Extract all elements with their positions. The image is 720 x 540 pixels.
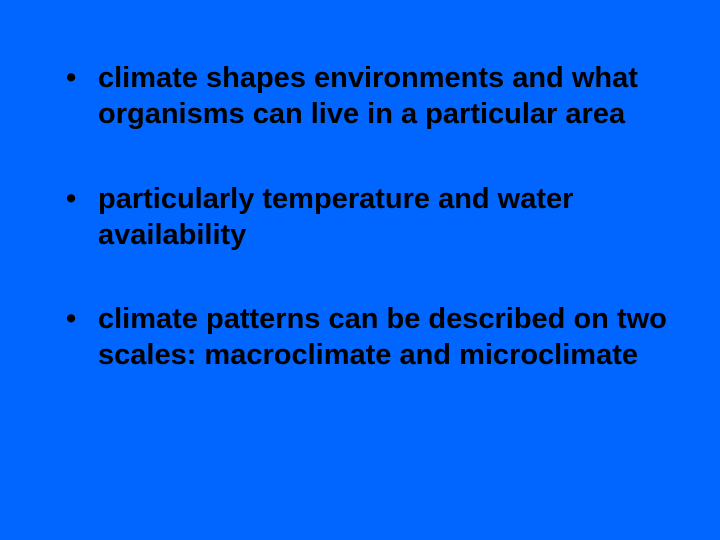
slide: climate shapes environments and what org… <box>50 60 670 500</box>
bullet-text: climate patterns can be described on two… <box>98 303 667 371</box>
bullet-text: particularly temperature and water avail… <box>98 183 573 251</box>
list-item: climate patterns can be described on two… <box>50 301 670 374</box>
list-item: particularly temperature and water avail… <box>50 181 670 254</box>
bullet-list: climate shapes environments and what org… <box>50 60 670 374</box>
bullet-text: climate shapes environments and what org… <box>98 62 638 130</box>
list-item: climate shapes environments and what org… <box>50 60 670 133</box>
